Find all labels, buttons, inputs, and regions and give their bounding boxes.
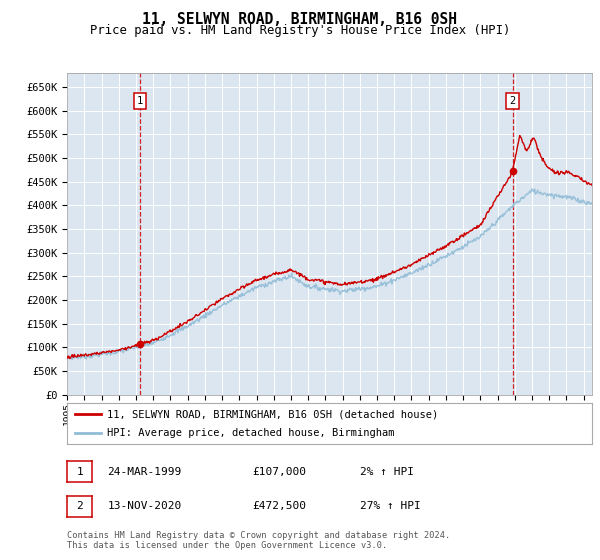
Text: 1: 1	[76, 466, 83, 477]
Text: 1: 1	[137, 96, 143, 106]
Text: £472,500: £472,500	[252, 501, 306, 511]
Text: 11, SELWYN ROAD, BIRMINGHAM, B16 0SH: 11, SELWYN ROAD, BIRMINGHAM, B16 0SH	[143, 12, 458, 27]
Text: HPI: Average price, detached house, Birmingham: HPI: Average price, detached house, Birm…	[107, 428, 394, 437]
Text: Contains HM Land Registry data © Crown copyright and database right 2024.
This d: Contains HM Land Registry data © Crown c…	[67, 530, 451, 550]
Text: Price paid vs. HM Land Registry's House Price Index (HPI): Price paid vs. HM Land Registry's House …	[90, 24, 510, 36]
Text: 24-MAR-1999: 24-MAR-1999	[107, 466, 182, 477]
Text: 2: 2	[76, 501, 83, 511]
Text: 27% ↑ HPI: 27% ↑ HPI	[360, 501, 421, 511]
Text: £107,000: £107,000	[252, 466, 306, 477]
Text: 13-NOV-2020: 13-NOV-2020	[107, 501, 182, 511]
Text: 2: 2	[509, 96, 515, 106]
Text: 11, SELWYN ROAD, BIRMINGHAM, B16 0SH (detached house): 11, SELWYN ROAD, BIRMINGHAM, B16 0SH (de…	[107, 409, 438, 419]
Text: 2% ↑ HPI: 2% ↑ HPI	[360, 466, 414, 477]
